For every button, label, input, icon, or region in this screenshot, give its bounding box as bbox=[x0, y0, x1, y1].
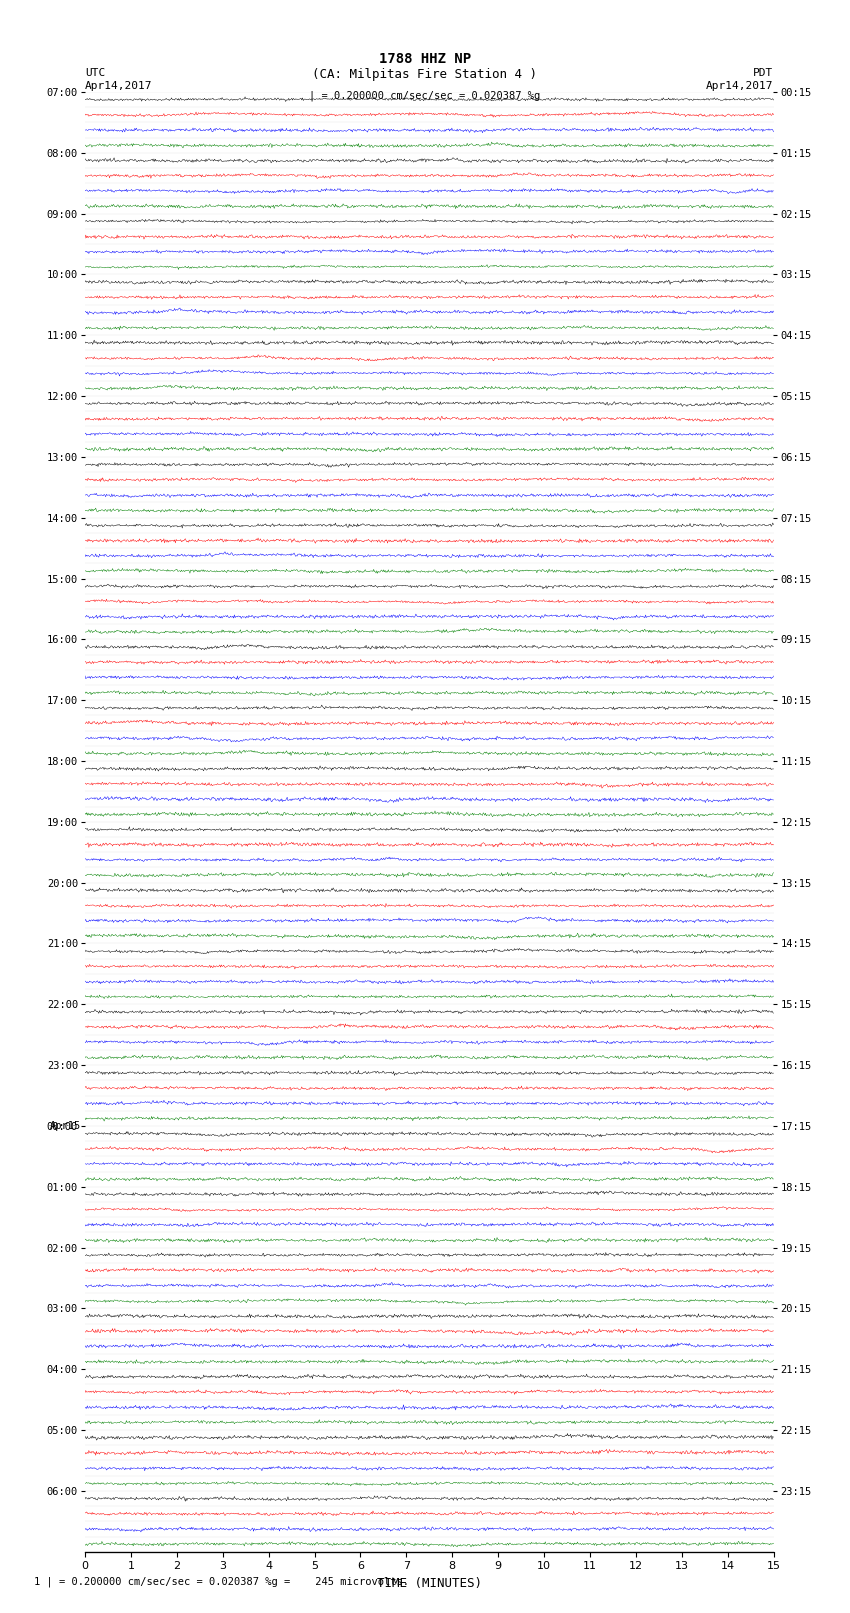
Text: (CA: Milpitas Fire Station 4 ): (CA: Milpitas Fire Station 4 ) bbox=[313, 68, 537, 81]
Text: PDT: PDT bbox=[753, 68, 774, 77]
Text: | = 0.200000 cm/sec/sec = 0.020387 %g: | = 0.200000 cm/sec/sec = 0.020387 %g bbox=[309, 90, 541, 102]
Text: Apr14,2017: Apr14,2017 bbox=[85, 81, 152, 90]
Text: Apr14,2017: Apr14,2017 bbox=[706, 81, 774, 90]
Text: UTC: UTC bbox=[85, 68, 105, 77]
Text: 1 | = 0.200000 cm/sec/sec = 0.020387 %g =    245 microvolts.: 1 | = 0.200000 cm/sec/sec = 0.020387 %g … bbox=[34, 1576, 409, 1587]
Text: Apr15: Apr15 bbox=[49, 1121, 81, 1131]
Text: 1788 HHZ NP: 1788 HHZ NP bbox=[379, 52, 471, 66]
X-axis label: TIME (MINUTES): TIME (MINUTES) bbox=[377, 1578, 482, 1590]
